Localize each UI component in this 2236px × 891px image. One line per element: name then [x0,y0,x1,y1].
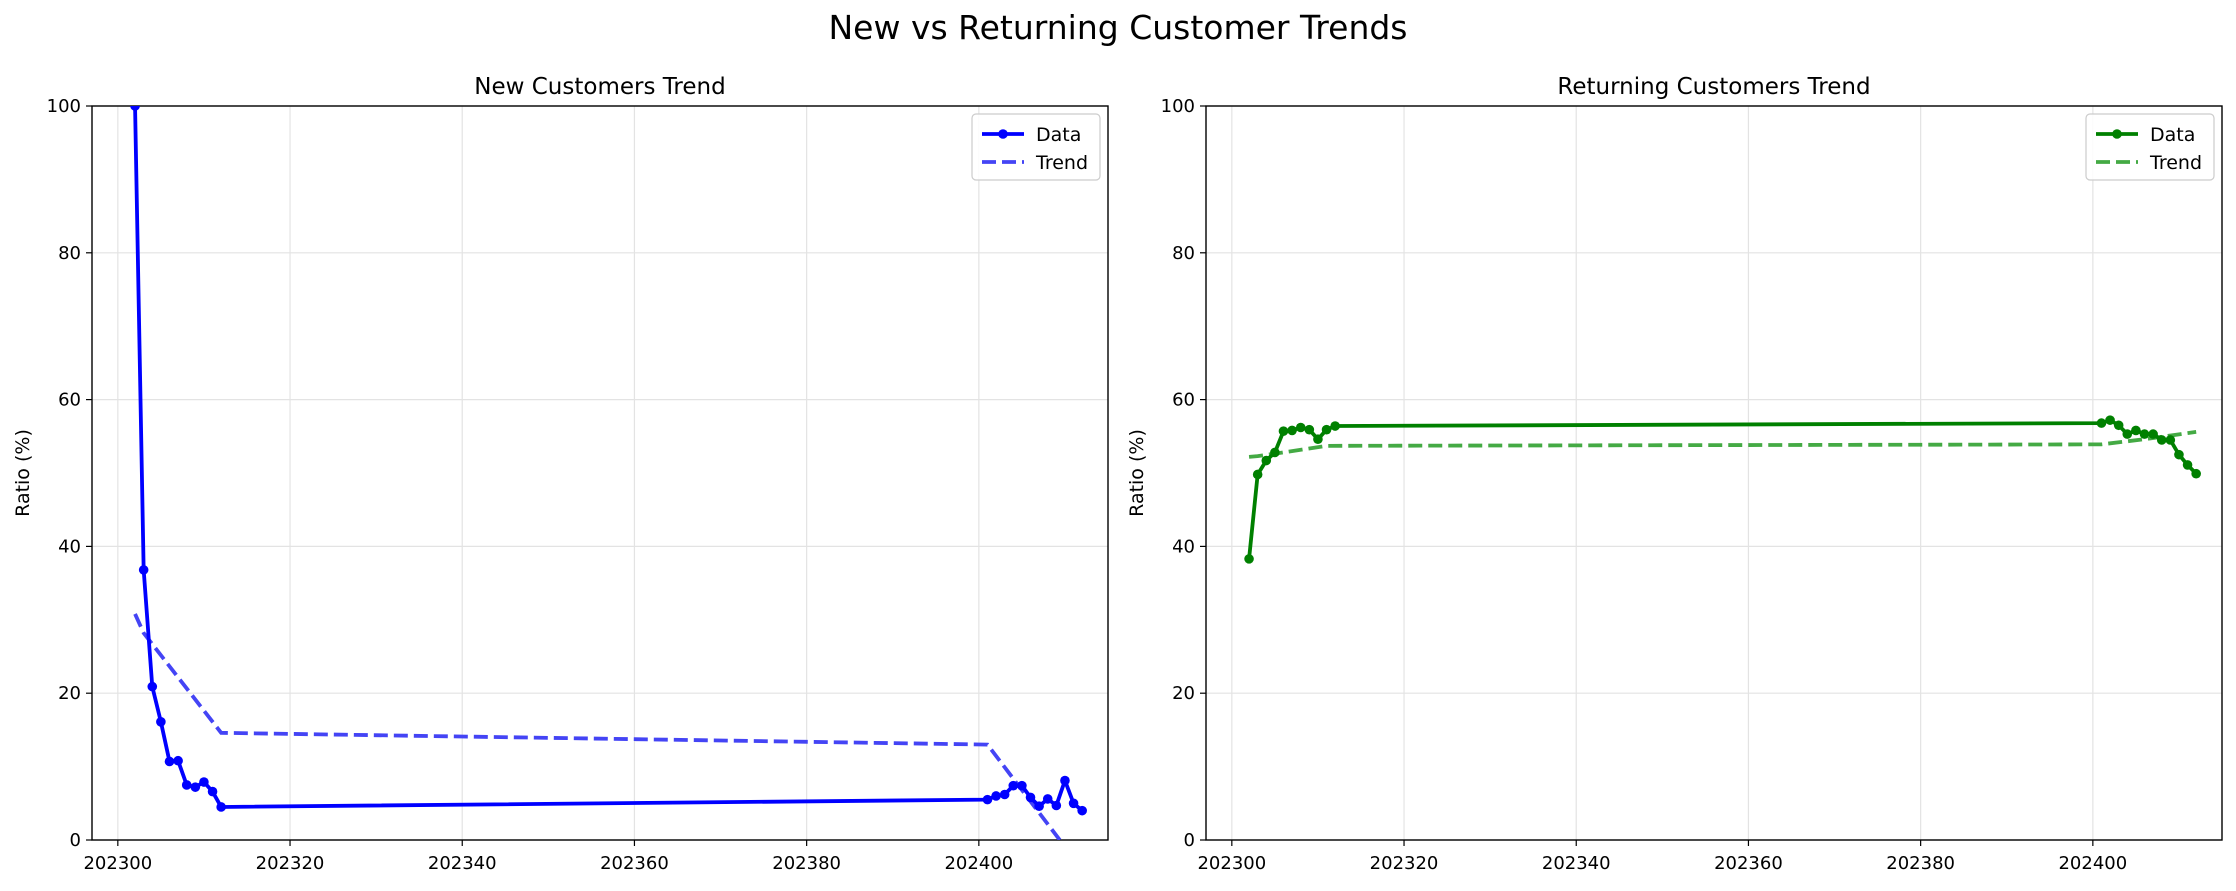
y-tick-label: 60 [1172,390,1195,411]
data-point [199,777,209,787]
data-point [1060,775,1070,786]
data-point [999,789,1010,800]
x-tick-label: 202320 [256,853,325,874]
x-tick-label: 202400 [2058,853,2127,874]
x-tick-label: 202320 [1370,853,1439,874]
y-axis-label: Ratio (%) [12,429,34,517]
data-point [173,755,183,766]
data-point [2148,429,2158,439]
new-customers-panel: 202300 202320 202340 202360 202380 202400 0 20 4… [12,74,1109,874]
x-tick-label: 202380 [772,853,841,874]
data-line [133,106,1084,813]
x-tick-label: 202300 [1197,853,1266,874]
x-tick-label: 202400 [944,853,1013,874]
legend-data-label: Data [1036,124,1081,146]
data-point [2174,449,2184,460]
data-point [1008,780,1019,791]
data-point [1313,434,1323,445]
data-point [2122,429,2133,439]
data-point [216,802,226,812]
data-point [1042,794,1053,804]
data-point [1330,421,1340,431]
data-point [164,756,175,767]
data-point [991,791,1001,801]
y-tick-label: 20 [58,683,81,704]
panel-title: Returning Customers Trend [1557,74,1870,100]
data-point [1278,426,1289,436]
x-tick-label: 202300 [83,853,152,874]
data-point [147,681,158,692]
data-point [156,717,166,727]
y-tick-label: 80 [1172,243,1195,264]
x-tick-label: 202360 [1714,853,1783,874]
x-tick-label: 202380 [1886,853,1955,874]
y-tick-label: 100 [47,96,81,117]
legend-data-label: Data [2150,124,2195,146]
data-point [1244,554,1254,564]
data-point [1261,455,1272,466]
data-point [1270,447,1280,458]
y-tick-label: 40 [1172,536,1195,557]
x-tick-label: 202340 [428,853,497,874]
data-point [1077,805,1087,816]
x-tick-label: 202340 [1542,853,1611,874]
data-point [1304,424,1315,435]
y-axis-label: Ratio (%) [1126,429,1148,517]
y-tick-label: 80 [58,243,81,264]
trend-line [133,613,1062,840]
axes-frame [1205,105,2223,841]
data-point [1321,424,1332,435]
data-point [1068,798,1079,809]
data-line [1247,418,2198,560]
data-point [982,794,993,805]
data-point [181,780,192,790]
data-point [1051,800,1062,811]
data-point [2131,425,2141,436]
y-tick-label: 0 [70,830,81,851]
data-point [2182,460,2193,470]
y-tick-label: 60 [58,390,81,411]
data-point [1034,801,1044,812]
legend-trend-label: Trend [1035,152,1088,174]
data-point [1252,469,1263,480]
y-tick-label: 40 [58,536,81,557]
data-point [2191,468,2201,479]
plot-area [130,106,1087,840]
trend-line [1248,430,2197,459]
data-point [1295,422,1306,433]
returning-customers-panel: 202300 202320 202340 202360 202380 202400 0 20 4… [1126,74,2223,874]
y-tick-label: 0 [1184,830,1195,851]
y-tick-label: 20 [1172,683,1195,704]
data-point [2165,435,2176,445]
panel-title: New Customers Trend [474,74,725,100]
data-point [1287,425,1297,436]
plot-area [1244,415,2201,564]
figure-title: New vs Returning Customer Trends [828,8,1408,47]
legend-data-marker [2112,129,2122,139]
data-point [130,106,140,111]
data-point [2139,429,2150,439]
data-point [2156,435,2167,445]
data-point [1025,792,1036,803]
axes-frame [91,105,1109,841]
y-tick-label: 100 [1161,96,1195,117]
data-point [190,782,201,792]
data-point [2096,418,2107,428]
data-point [207,786,218,797]
data-point [2113,420,2124,431]
x-tick-label: 202360 [600,853,669,874]
data-point [138,565,149,575]
data-point [2105,415,2115,425]
legend-trend-label: Trend [2149,152,2202,174]
data-point [1017,780,1027,791]
legend-data-marker [998,129,1008,139]
